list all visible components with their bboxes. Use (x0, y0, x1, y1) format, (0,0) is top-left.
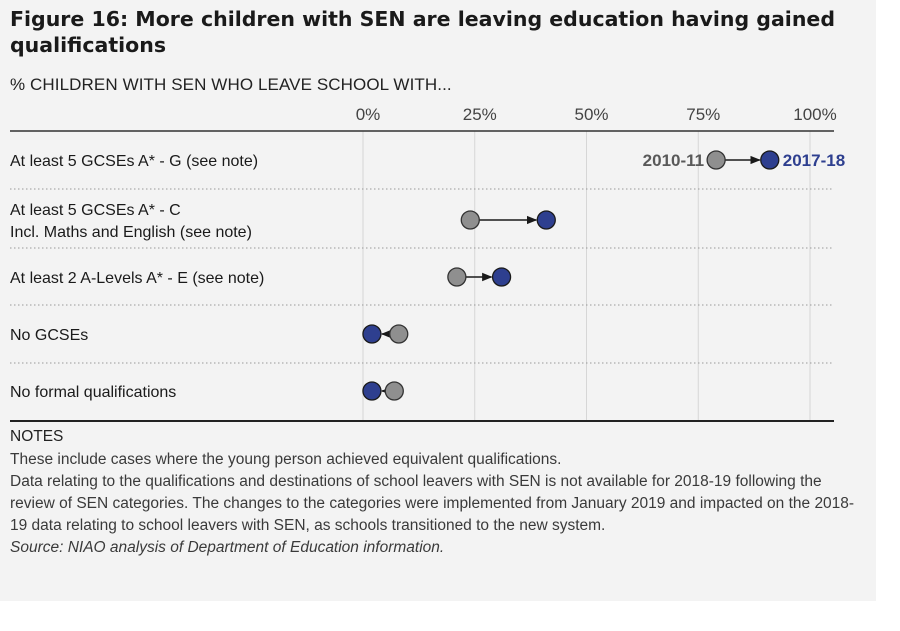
point-2017-18 (362, 381, 382, 401)
rows-layer: At least 5 GCSEs A* - G (see note) At lea… (10, 153, 264, 401)
marks-layer: 2010-11 2017-18 (362, 150, 845, 401)
legend-2017-18: 2017-18 (783, 151, 845, 170)
row-label: No formal qualifications (10, 384, 176, 401)
note-line: These include cases where the young pers… (10, 451, 562, 468)
row-label: At least 2 A-Levels A* - E (see note) (10, 270, 264, 287)
point-2010-11 (389, 324, 409, 344)
x-tick-label: 75% (686, 105, 720, 124)
notes-source: Source: NIAO analysis of Department of E… (10, 539, 445, 556)
figure-subtitle: % CHILDREN WITH SEN WHO LEAVE SCHOOL WIT… (10, 75, 452, 94)
notes-heading: NOTES (10, 428, 64, 445)
x-tick-label: 25% (463, 105, 497, 124)
x-tick-label: 100% (793, 105, 836, 124)
row-label: At least 5 GCSEs A* - C Incl. Maths and E… (10, 202, 252, 241)
note-line: Data relating to the qualifications and … (10, 473, 855, 534)
point-2017-18 (760, 150, 780, 170)
point-2017-18 (536, 210, 556, 230)
figure-panel: Figure 16: More children with SEN are le… (0, 0, 876, 601)
dumbbell-chart: 0% 25% 50% 75% 100% At least 5 GCSEs A* - G … (10, 105, 845, 422)
x-tick-label: 50% (574, 105, 608, 124)
legend-2010-11: 2010-11 (643, 151, 704, 170)
point-2010-11 (447, 267, 467, 287)
notes-section: NOTES These include cases where the youn… (10, 428, 870, 559)
x-tick-label: 0% (356, 105, 381, 124)
point-2010-11 (706, 150, 726, 170)
point-2017-18 (362, 324, 382, 344)
figure-title: Figure 16: More children with SEN are le… (10, 7, 835, 57)
grid-layer (10, 131, 834, 421)
point-2010-11 (460, 210, 480, 230)
point-2017-18 (491, 267, 512, 287)
axis-layer: 0% 25% 50% 75% 100% (10, 105, 837, 422)
row-label: No GCSEs (10, 327, 88, 344)
row-label: At least 5 GCSEs A* - G (see note) (10, 153, 258, 170)
point-2010-11 (384, 381, 404, 401)
